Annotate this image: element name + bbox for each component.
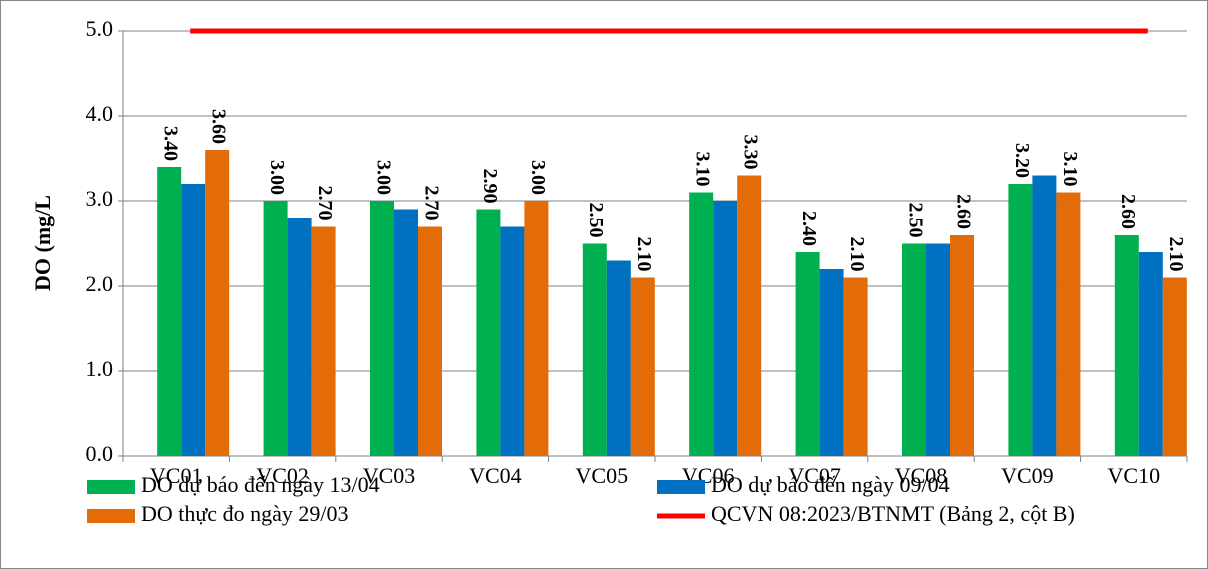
- bar: [1008, 184, 1033, 456]
- x-tick-label: VC09: [1001, 463, 1054, 488]
- bar: [795, 252, 820, 456]
- bar: [819, 269, 844, 456]
- y-tick-label: 1.0: [86, 356, 114, 381]
- x-tick-label: VC10: [1108, 463, 1161, 488]
- y-tick-label: 5.0: [86, 16, 114, 41]
- bar: [500, 226, 525, 456]
- data-label: 2.60: [952, 194, 974, 229]
- legend-swatch: [87, 509, 135, 523]
- bar: [205, 150, 230, 456]
- bar: [950, 235, 974, 456]
- bar: [287, 218, 312, 456]
- data-label: 3.10: [1059, 152, 1081, 187]
- bar: [1162, 277, 1187, 456]
- x-tick-label: VC07: [788, 463, 841, 488]
- bar: [606, 260, 631, 456]
- bar: [1138, 252, 1163, 456]
- data-label: 3.10: [692, 152, 714, 187]
- bar: [582, 243, 607, 456]
- bar: [689, 192, 714, 456]
- legend-label: DO dự báo đến ngày 13/04: [141, 472, 380, 497]
- data-label: 2.70: [314, 186, 336, 221]
- bar: [476, 209, 501, 456]
- legend-label: DO dự báo đến ngày 09/04: [711, 472, 950, 497]
- data-label: 2.50: [904, 203, 926, 238]
- bar: [181, 184, 206, 456]
- data-label: 3.00: [266, 160, 288, 195]
- data-label: 2.40: [798, 211, 820, 246]
- legend-swatch: [657, 480, 705, 494]
- bar: [1114, 235, 1139, 456]
- y-tick-label: 2.0: [86, 271, 114, 296]
- data-label: 2.10: [633, 237, 655, 272]
- data-label: 3.30: [740, 135, 762, 170]
- bar: [737, 175, 762, 456]
- data-label: 3.40: [160, 126, 182, 161]
- x-tick-label: VC08: [895, 463, 948, 488]
- data-label: 2.70: [420, 186, 442, 221]
- bar: [157, 167, 182, 456]
- data-label: 2.10: [846, 237, 868, 272]
- bar: [418, 226, 442, 456]
- bar: [1032, 175, 1057, 456]
- bar: [311, 226, 336, 456]
- x-tick-label: VC04: [469, 463, 522, 488]
- bar: [524, 201, 549, 456]
- bar: [630, 277, 655, 456]
- data-label: 2.90: [479, 168, 501, 203]
- data-label: 3.00: [372, 160, 394, 195]
- bar: [843, 277, 868, 456]
- x-tick-label: VC01: [150, 463, 203, 488]
- data-label: 2.60: [1117, 194, 1139, 229]
- data-label: 3.00: [527, 160, 549, 195]
- data-label: 2.50: [585, 203, 607, 238]
- data-label: 2.10: [1165, 237, 1187, 272]
- bar: [902, 243, 926, 456]
- bar: [370, 201, 394, 456]
- legend-label: QCVN 08:2023/BTNMT (Bảng 2, cột B): [711, 501, 1075, 526]
- legend-label: DO thực đo ngày 29/03: [141, 501, 348, 526]
- x-tick-label: VC05: [576, 463, 629, 488]
- data-label: 3.60: [208, 109, 230, 144]
- data-label: 3.20: [1011, 143, 1033, 178]
- bar: [713, 201, 738, 456]
- y-tick-label: 0.0: [86, 441, 114, 466]
- x-tick-label: VC02: [256, 463, 309, 488]
- y-tick-label: 4.0: [86, 101, 114, 126]
- y-axis-label: DO (mg/L: [30, 195, 55, 291]
- bar: [394, 209, 418, 456]
- bar: [1056, 192, 1081, 456]
- bar: [926, 243, 950, 456]
- x-tick-label: VC03: [363, 463, 416, 488]
- bar: [263, 201, 288, 456]
- legend-swatch: [87, 480, 135, 494]
- y-tick-label: 3.0: [86, 186, 114, 211]
